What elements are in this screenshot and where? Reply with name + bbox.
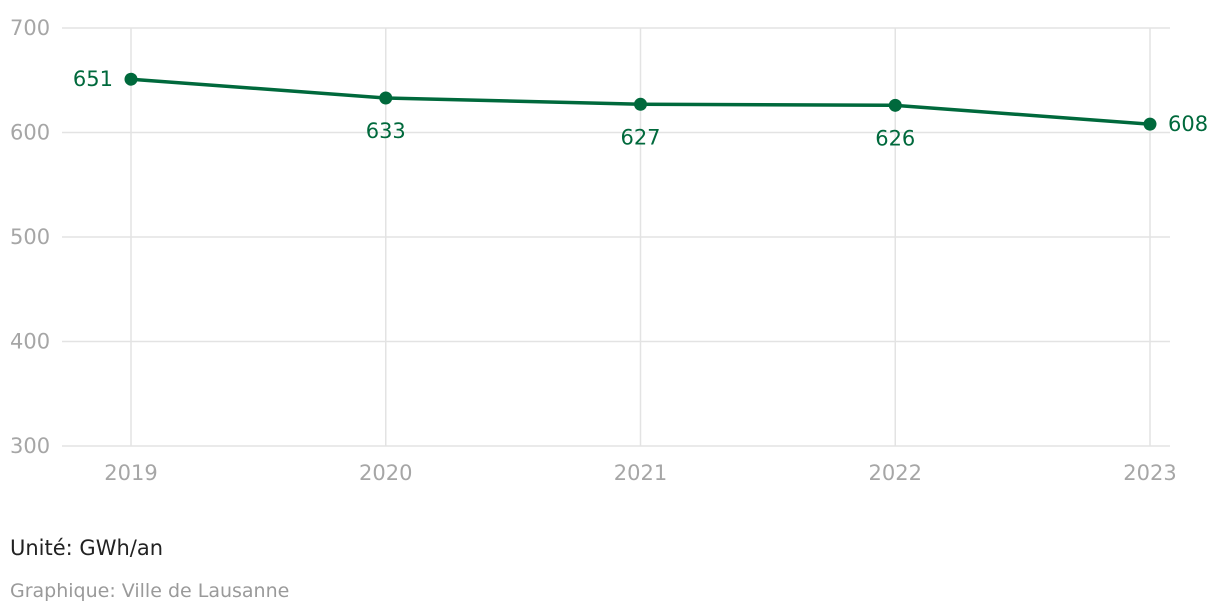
unit-note: Unité: GWh/an bbox=[10, 536, 164, 560]
line-chart: 300 400 500 600 700 2019 2020 2021 2022 2023 651… bbox=[10, 16, 1208, 485]
data-label: 633 bbox=[366, 119, 406, 143]
series-group bbox=[124, 72, 1157, 131]
x-tick-label: 2023 bbox=[1123, 461, 1176, 485]
data-point[interactable] bbox=[888, 98, 902, 112]
data-label: 651 bbox=[73, 67, 113, 91]
data-point[interactable] bbox=[379, 91, 393, 105]
source-credit: Graphique: Ville de Lausanne bbox=[10, 580, 290, 602]
x-tick-label: 2019 bbox=[104, 461, 157, 485]
x-tick-label: 2022 bbox=[869, 461, 922, 485]
x-tick-label: 2020 bbox=[359, 461, 412, 485]
data-label: 626 bbox=[875, 126, 915, 150]
y-tick-label: 600 bbox=[10, 121, 50, 145]
horizontal-gridlines bbox=[62, 27, 1170, 447]
data-label: 627 bbox=[620, 125, 660, 149]
y-tick-label: 300 bbox=[10, 434, 50, 458]
x-axis-ticks: 2019 2020 2021 2022 2023 bbox=[104, 461, 1176, 485]
x-tick-label: 2021 bbox=[614, 461, 667, 485]
data-point[interactable] bbox=[634, 97, 647, 111]
data-label: 608 bbox=[1168, 112, 1208, 136]
y-axis-ticks: 300 400 500 600 700 bbox=[10, 16, 50, 458]
y-tick-label: 700 bbox=[10, 16, 50, 40]
data-point[interactable] bbox=[124, 72, 138, 86]
data-labels: 651 633 627 626 608 bbox=[73, 67, 1208, 150]
data-point[interactable] bbox=[1143, 117, 1157, 131]
y-tick-label: 500 bbox=[10, 225, 50, 249]
y-tick-label: 400 bbox=[10, 330, 50, 354]
